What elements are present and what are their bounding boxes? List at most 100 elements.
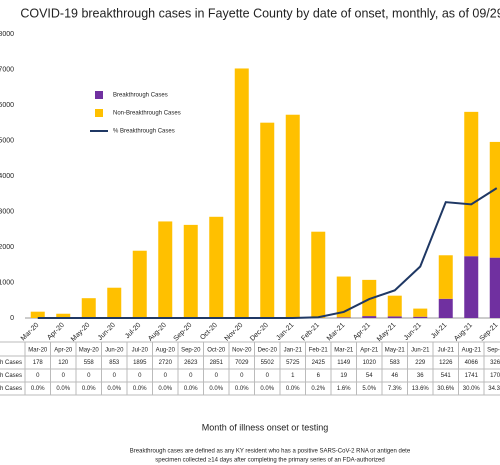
x-tick-label: Jun-20 xyxy=(97,322,117,342)
table-cell: 2851 xyxy=(210,360,224,366)
table-cell: 5502 xyxy=(261,360,275,366)
bar-segment xyxy=(311,231,326,318)
table-cell: 0.0% xyxy=(158,386,172,392)
bar-segment xyxy=(158,221,173,318)
table-cell: 0 xyxy=(87,373,91,379)
y-tick-label: 6000 xyxy=(0,102,14,109)
x-tick-label: Jul-21 xyxy=(430,322,449,341)
table-cell: 3260 xyxy=(490,360,500,366)
table-cell: 19 xyxy=(340,373,347,379)
x-tick-label: Jun-21 xyxy=(403,322,423,342)
table-header: Jul-20 xyxy=(132,348,149,354)
table-cell: 6 xyxy=(317,373,321,379)
x-tick-label: Mar-20 xyxy=(20,322,41,343)
table-cell: 0.0% xyxy=(209,386,223,392)
table-header: Jul-21 xyxy=(438,348,455,354)
bar-segment xyxy=(438,255,453,299)
table-cell: 2425 xyxy=(312,360,326,366)
table-cell: 120 xyxy=(58,360,69,366)
table-header: Nov-20 xyxy=(232,348,252,354)
y-tick-label: 8000 xyxy=(0,31,14,38)
chart-title: COVID-19 breakthrough cases in Fayette C… xyxy=(20,6,500,20)
bar-segment xyxy=(107,287,122,318)
table-cell: 36 xyxy=(417,373,424,379)
table-row-label: Non-Breakthrough Cases xyxy=(0,360,22,366)
table-cell: 0 xyxy=(113,373,117,379)
table-cell: 0 xyxy=(240,373,244,379)
bar-segment xyxy=(464,111,479,257)
table-cell: 0 xyxy=(215,373,219,379)
table-header: Feb-21 xyxy=(309,348,329,354)
table-header: Sep-21 xyxy=(487,348,500,354)
table-cell: 0.2% xyxy=(311,386,325,392)
table-cell: 0.0% xyxy=(107,386,121,392)
table-header: Apr-20 xyxy=(54,348,73,354)
table-cell: 2720 xyxy=(159,360,173,366)
x-tick-label: Jan-21 xyxy=(275,322,295,342)
bar-segment xyxy=(387,295,402,317)
table-header: Jun-21 xyxy=(411,348,430,354)
table-cell: 0.0% xyxy=(184,386,198,392)
table-cell: 7029 xyxy=(235,360,249,366)
x-tick-label: Apr-20 xyxy=(46,322,66,342)
table-cell: 0 xyxy=(138,373,142,379)
table-cell: 7.3% xyxy=(388,386,402,392)
legend-swatch xyxy=(95,91,103,99)
table-cell: 0.0% xyxy=(235,386,249,392)
y-tick-label: 5000 xyxy=(0,137,14,144)
table-cell: 853 xyxy=(109,360,120,366)
bar-segment xyxy=(336,276,351,318)
x-tick-label: Jul-20 xyxy=(124,322,143,341)
x-tick-label: Mar-21 xyxy=(326,322,347,343)
x-tick-label: Sep-21 xyxy=(479,322,500,343)
table-cell: 1149 xyxy=(337,360,351,366)
table-header: Mar-20 xyxy=(28,348,48,354)
table-row-label: Breakthrough Cases xyxy=(0,373,22,379)
table-header: Aug-21 xyxy=(462,348,482,354)
table-cell: 54 xyxy=(366,373,373,379)
table-header: Jan-21 xyxy=(284,348,303,354)
legend-label: Non-Breakthrough Cases xyxy=(113,111,181,117)
legend-label: Breakthrough Cases xyxy=(113,93,168,99)
table-cell: 0 xyxy=(164,373,168,379)
table-cell: 34.3% xyxy=(488,386,500,392)
table-cell: 178 xyxy=(33,360,44,366)
table-cell: 1741 xyxy=(465,373,479,379)
table-cell: 0 xyxy=(266,373,270,379)
table-cell: 558 xyxy=(84,360,95,366)
bar-segment xyxy=(336,317,351,318)
bar-segment xyxy=(81,298,96,318)
table-header: Oct-20 xyxy=(207,348,226,354)
table-cell: 1 xyxy=(291,373,295,379)
y-tick-label: 3000 xyxy=(0,208,14,215)
bar-segment xyxy=(183,224,198,318)
x-tick-label: Aug-20 xyxy=(147,322,168,343)
table-cell: 229 xyxy=(415,360,426,366)
bar-segment xyxy=(438,298,453,318)
table-cell: 4066 xyxy=(465,360,479,366)
legend-swatch xyxy=(95,109,103,117)
bar-segment xyxy=(464,256,479,318)
bar-segment xyxy=(209,216,224,318)
table-cell: 0.0% xyxy=(260,386,274,392)
table-cell: 1.6% xyxy=(337,386,351,392)
table-header: May-20 xyxy=(79,348,100,354)
table-cell: 30.0% xyxy=(463,386,481,392)
bar-segment xyxy=(132,250,147,318)
y-tick-label: 0 xyxy=(10,315,14,322)
x-tick-label: May-21 xyxy=(376,322,398,344)
table-header: Jun-20 xyxy=(105,348,124,354)
table-cell: 30.6% xyxy=(437,386,455,392)
table-cell: 5.0% xyxy=(362,386,376,392)
bar-segment xyxy=(30,311,45,318)
table-header: Mar-21 xyxy=(334,348,354,354)
table-cell: 0 xyxy=(62,373,66,379)
table-row-label: % Breakthrough Cases xyxy=(0,386,22,392)
table-cell: 1700 xyxy=(490,373,500,379)
table-cell: 541 xyxy=(441,373,452,379)
table-header: Dec-20 xyxy=(258,348,278,354)
table-cell: 583 xyxy=(390,360,401,366)
y-tick-label: 4000 xyxy=(0,173,14,180)
table-cell: 0.0% xyxy=(56,386,70,392)
